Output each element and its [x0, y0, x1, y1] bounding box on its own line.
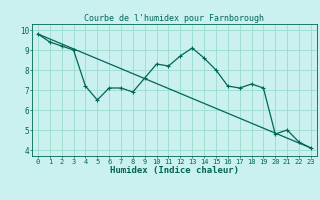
Title: Courbe de l'humidex pour Farnborough: Courbe de l'humidex pour Farnborough [84, 14, 264, 23]
X-axis label: Humidex (Indice chaleur): Humidex (Indice chaleur) [110, 166, 239, 175]
